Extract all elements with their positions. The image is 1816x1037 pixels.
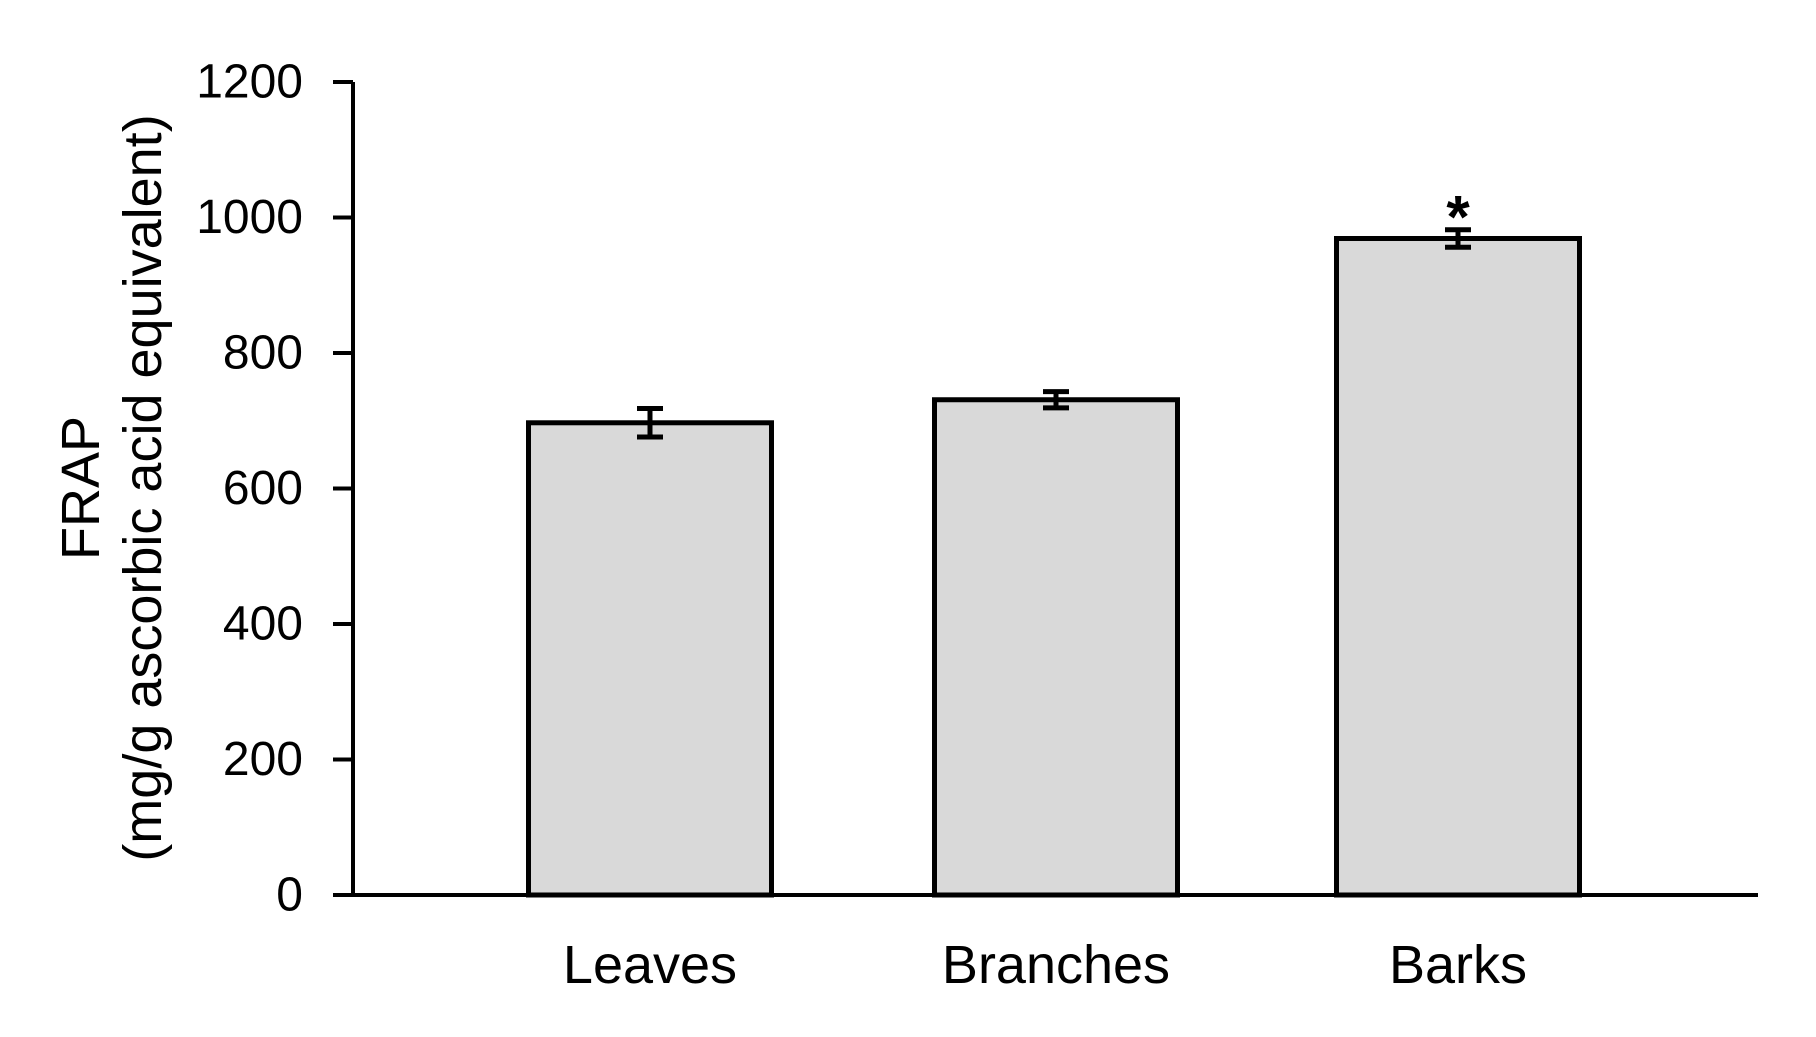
x-category-label-leaves: Leaves	[563, 935, 737, 995]
y-tick-label: 800	[223, 327, 303, 380]
y-axis-title-line2: (mg/g ascorbic acid equivalent)	[113, 114, 173, 862]
y-axis-title-line1: FRAP	[50, 415, 111, 561]
y-axis-title: FRAP (mg/g ascorbic acid equivalent)	[50, 114, 174, 861]
y-tick-label: 600	[223, 462, 303, 515]
bar-barks	[1334, 236, 1582, 898]
x-category-label-branches: Branches	[942, 935, 1170, 995]
y-tick-label: 0	[276, 869, 303, 922]
y-tick-label: 1000	[196, 191, 303, 244]
bar-leaves	[526, 420, 774, 898]
y-tick-label: 200	[223, 733, 303, 786]
y-tick-label: 1200	[196, 56, 303, 109]
bar-branches	[932, 397, 1180, 898]
x-category-label-barks: Barks	[1389, 935, 1527, 995]
significance-asterisk: *	[1446, 184, 1470, 251]
y-tick-label: 400	[223, 598, 303, 651]
